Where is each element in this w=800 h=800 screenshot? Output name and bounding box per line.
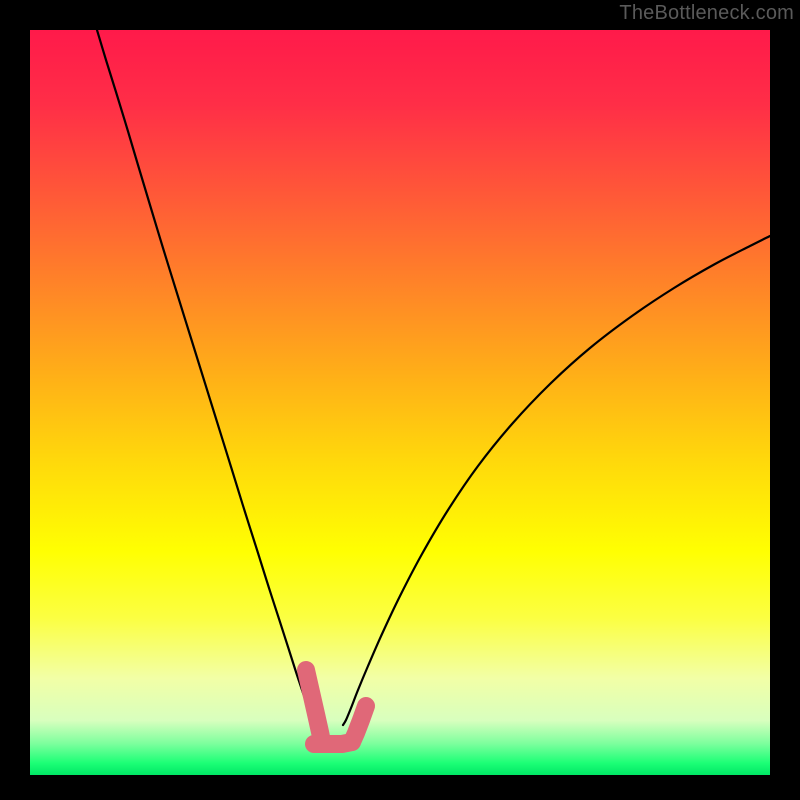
plot-area (30, 30, 770, 775)
gradient-background (30, 30, 770, 775)
watermark-label: TheBottleneck.com (619, 2, 794, 25)
bottleneck-curve-chart (30, 30, 770, 775)
chart-container: TheBottleneck.com (0, 0, 800, 800)
